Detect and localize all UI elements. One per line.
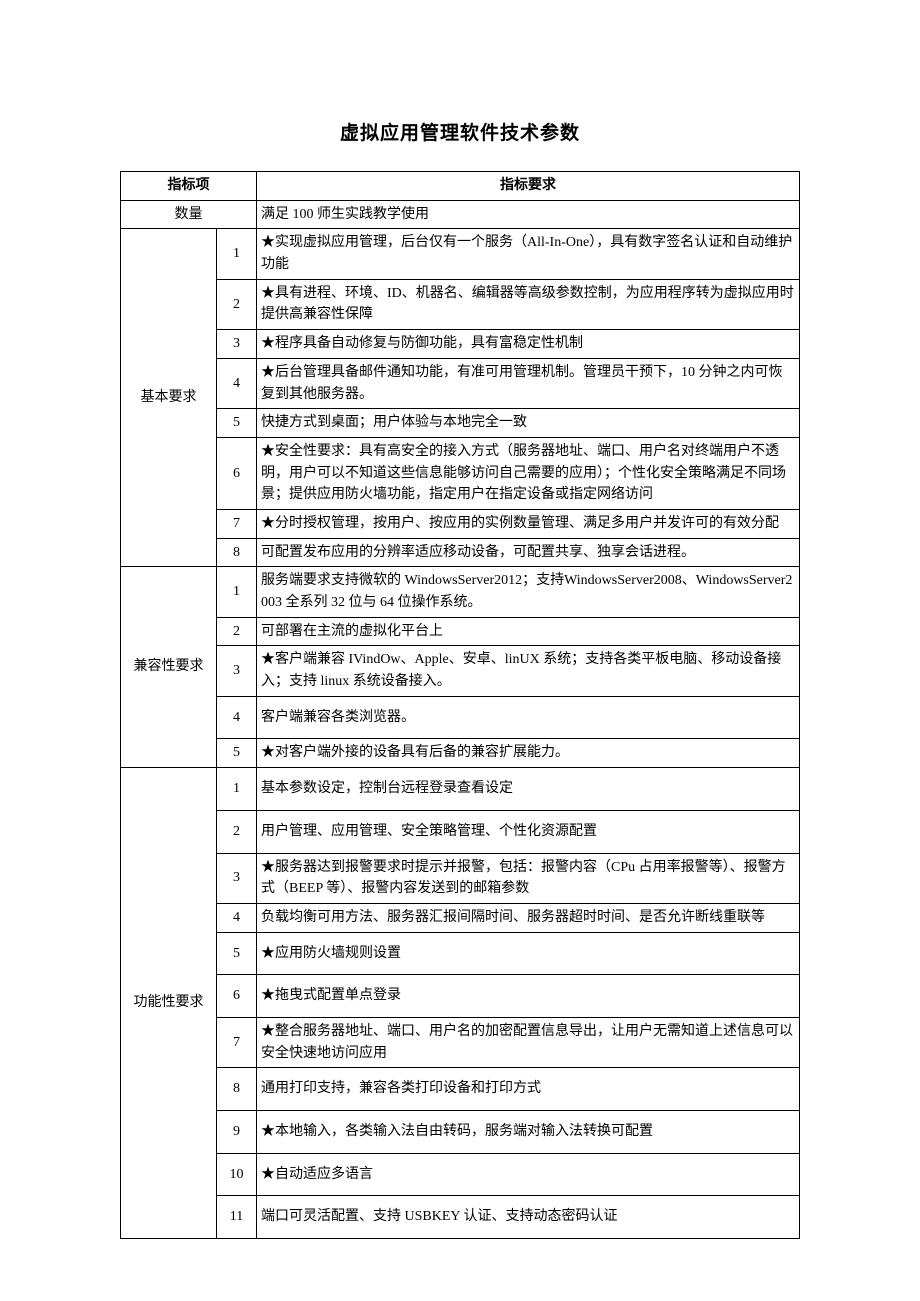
table-row: 3★客户端兼容 IVindOw、Apple、安卓、linUX 系统；支持各类平板… xyxy=(121,646,800,696)
row-number: 5 xyxy=(217,932,257,975)
row-number: 5 xyxy=(217,409,257,438)
section-category: 兼容性要求 xyxy=(121,567,217,768)
row-requirement: 负载均衡可用方法、服务器汇报间隔时间、服务器超时时间、是否允许断线重联等 xyxy=(257,903,800,932)
row-requirement: 用户管理、应用管理、安全策略管理、个性化资源配置 xyxy=(257,810,800,853)
row-number: 4 xyxy=(217,903,257,932)
table-row: 4负载均衡可用方法、服务器汇报间隔时间、服务器超时时间、是否允许断线重联等 xyxy=(121,903,800,932)
table-row: 4客户端兼容各类浏览器。 xyxy=(121,696,800,739)
quantity-row: 数量 满足 100 师生实践教学使用 xyxy=(121,200,800,229)
table-row: 5★应用防火墙规则设置 xyxy=(121,932,800,975)
header-requirement: 指标要求 xyxy=(257,172,800,201)
table-row: 9★本地输入，各类输入法自由转码，服务端对输入法转换可配置 xyxy=(121,1111,800,1154)
row-number: 1 xyxy=(217,229,257,279)
table-row: 7★分时授权管理，按用户、按应用的实例数量管理、满足多用户并发许可的有效分配 xyxy=(121,509,800,538)
row-requirement: ★程序具备自动修复与防御功能，具有富稳定性机制 xyxy=(257,330,800,359)
row-requirement: 可部署在主流的虚拟化平台上 xyxy=(257,617,800,646)
quantity-requirement: 满足 100 师生实践教学使用 xyxy=(257,200,800,229)
row-requirement: ★客户端兼容 IVindOw、Apple、安卓、linUX 系统；支持各类平板电… xyxy=(257,646,800,696)
row-requirement: ★应用防火墙规则设置 xyxy=(257,932,800,975)
row-number: 6 xyxy=(217,437,257,509)
row-number: 4 xyxy=(217,358,257,408)
row-requirement: ★整合服务器地址、端口、用户名的加密配置信息导出，让用户无需知道上述信息可以安全… xyxy=(257,1017,800,1067)
table-header-row: 指标项 指标要求 xyxy=(121,172,800,201)
table-row: 功能性要求1基本参数设定，控制台远程登录查看设定 xyxy=(121,768,800,811)
row-number: 3 xyxy=(217,646,257,696)
row-requirement: 基本参数设定，控制台远程登录查看设定 xyxy=(257,768,800,811)
document-title: 虚拟应用管理软件技术参数 xyxy=(120,118,800,145)
row-number: 7 xyxy=(217,1017,257,1067)
table-row: 8通用打印支持，兼容各类打印设备和打印方式 xyxy=(121,1068,800,1111)
row-requirement: 快捷方式到桌面；用户体验与本地完全一致 xyxy=(257,409,800,438)
table-row: 2★具有进程、环境、ID、机器名、编辑器等高级参数控制，为应用程序转为虚拟应用时… xyxy=(121,279,800,329)
table-row: 兼容性要求1服务端要求支持微软的 WindowsServer2012；支持Win… xyxy=(121,567,800,617)
row-requirement: ★本地输入，各类输入法自由转码，服务端对输入法转换可配置 xyxy=(257,1111,800,1154)
table-row: 6★拖曳式配置单点登录 xyxy=(121,975,800,1018)
row-requirement: ★后台管理具备邮件通知功能，有准可用管理机制。管理员干预下，10 分钟之内可恢复… xyxy=(257,358,800,408)
row-number: 6 xyxy=(217,975,257,1018)
table-row: 4★后台管理具备邮件通知功能，有准可用管理机制。管理员干预下，10 分钟之内可恢… xyxy=(121,358,800,408)
row-requirement: ★服务器达到报警要求时提示并报警，包括：报警内容（CPu 占用率报警等）、报警方… xyxy=(257,853,800,903)
row-requirement: 可配置发布应用的分辨率适应移动设备，可配置共享、独享会话进程。 xyxy=(257,538,800,567)
spec-table: 指标项 指标要求 数量 满足 100 师生实践教学使用 基本要求1★实现虚拟应用… xyxy=(120,171,800,1239)
table-row: 5★对客户端外接的设备具有后备的兼容扩展能力。 xyxy=(121,739,800,768)
header-category: 指标项 xyxy=(121,172,257,201)
row-number: 5 xyxy=(217,739,257,768)
section-category: 功能性要求 xyxy=(121,768,217,1239)
document-page: 虚拟应用管理软件技术参数 指标项 指标要求 数量 满足 100 师生实践教学使用… xyxy=(0,0,920,1301)
row-requirement: 通用打印支持，兼容各类打印设备和打印方式 xyxy=(257,1068,800,1111)
table-row: 3★服务器达到报警要求时提示并报警，包括：报警内容（CPu 占用率报警等）、报警… xyxy=(121,853,800,903)
row-requirement: 客户端兼容各类浏览器。 xyxy=(257,696,800,739)
table-body: 数量 满足 100 师生实践教学使用 基本要求1★实现虚拟应用管理，后台仅有一个… xyxy=(121,200,800,1238)
row-number: 2 xyxy=(217,810,257,853)
row-requirement: ★安全性要求：具有高安全的接入方式（服务器地址、端口、用户名对终端用户不透明，用… xyxy=(257,437,800,509)
row-number: 3 xyxy=(217,330,257,359)
row-requirement: ★对客户端外接的设备具有后备的兼容扩展能力。 xyxy=(257,739,800,768)
row-number: 9 xyxy=(217,1111,257,1154)
table-row: 2用户管理、应用管理、安全策略管理、个性化资源配置 xyxy=(121,810,800,853)
row-number: 8 xyxy=(217,538,257,567)
row-number: 3 xyxy=(217,853,257,903)
row-requirement: 服务端要求支持微软的 WindowsServer2012；支持WindowsSe… xyxy=(257,567,800,617)
row-number: 1 xyxy=(217,768,257,811)
quantity-category: 数量 xyxy=(121,200,257,229)
row-number: 10 xyxy=(217,1153,257,1196)
row-requirement: ★实现虚拟应用管理，后台仅有一个服务（All-In-One），具有数字签名认证和… xyxy=(257,229,800,279)
section-category: 基本要求 xyxy=(121,229,217,567)
row-number: 4 xyxy=(217,696,257,739)
row-requirement: 端口可灵活配置、支持 USBKEY 认证、支持动态密码认证 xyxy=(257,1196,800,1239)
row-number: 11 xyxy=(217,1196,257,1239)
row-number: 7 xyxy=(217,509,257,538)
row-number: 2 xyxy=(217,617,257,646)
row-number: 8 xyxy=(217,1068,257,1111)
table-row: 7★整合服务器地址、端口、用户名的加密配置信息导出，让用户无需知道上述信息可以安… xyxy=(121,1017,800,1067)
row-requirement: ★分时授权管理，按用户、按应用的实例数量管理、满足多用户并发许可的有效分配 xyxy=(257,509,800,538)
table-row: 11端口可灵活配置、支持 USBKEY 认证、支持动态密码认证 xyxy=(121,1196,800,1239)
table-row: 2可部署在主流的虚拟化平台上 xyxy=(121,617,800,646)
row-number: 1 xyxy=(217,567,257,617)
table-row: 6★安全性要求：具有高安全的接入方式（服务器地址、端口、用户名对终端用户不透明，… xyxy=(121,437,800,509)
table-row: 10★自动适应多语言 xyxy=(121,1153,800,1196)
row-requirement: ★具有进程、环境、ID、机器名、编辑器等高级参数控制，为应用程序转为虚拟应用时提… xyxy=(257,279,800,329)
table-row: 5快捷方式到桌面；用户体验与本地完全一致 xyxy=(121,409,800,438)
row-requirement: ★拖曳式配置单点登录 xyxy=(257,975,800,1018)
table-row: 基本要求1★实现虚拟应用管理，后台仅有一个服务（All-In-One），具有数字… xyxy=(121,229,800,279)
row-number: 2 xyxy=(217,279,257,329)
table-row: 8可配置发布应用的分辨率适应移动设备，可配置共享、独享会话进程。 xyxy=(121,538,800,567)
table-row: 3★程序具备自动修复与防御功能，具有富稳定性机制 xyxy=(121,330,800,359)
row-requirement: ★自动适应多语言 xyxy=(257,1153,800,1196)
